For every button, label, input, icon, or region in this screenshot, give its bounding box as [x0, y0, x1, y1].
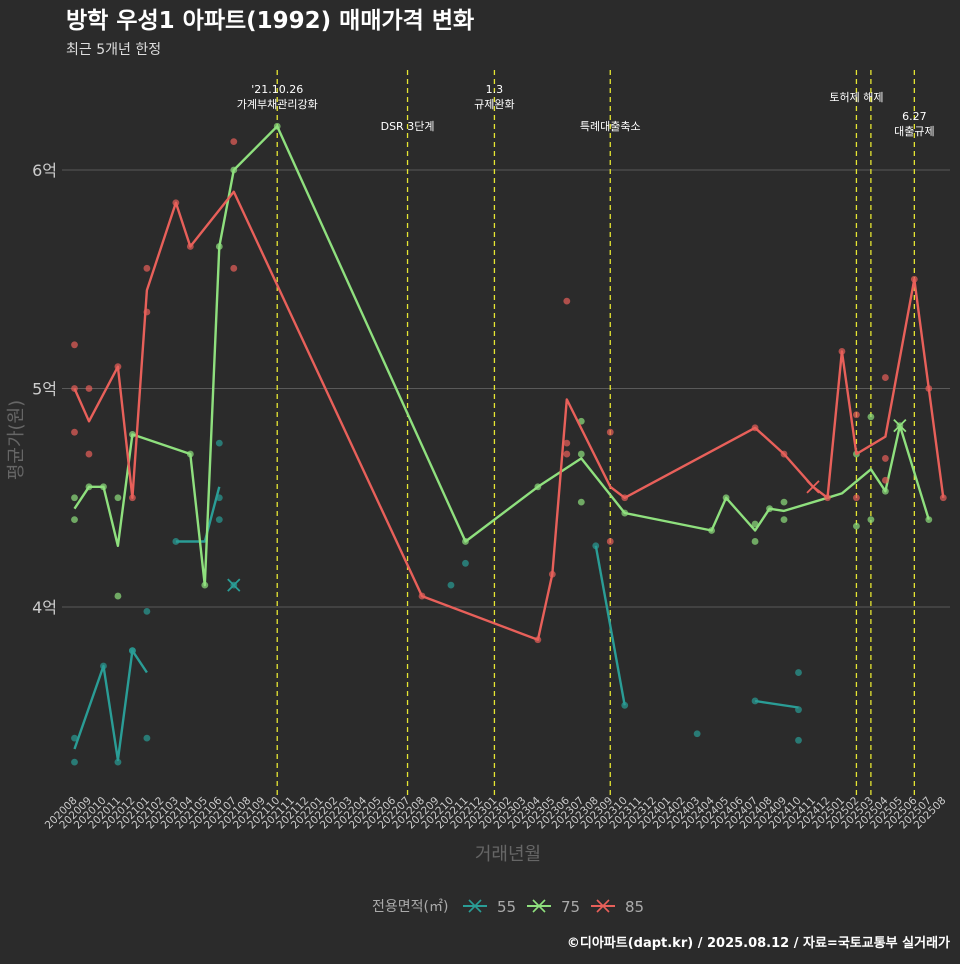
data-point — [563, 450, 571, 458]
data-point — [230, 138, 238, 145]
data-point — [230, 264, 238, 272]
x-axis-title: 거래년월 — [475, 844, 541, 865]
data-point — [143, 607, 151, 615]
data-point — [71, 516, 78, 523]
y-axis: 4억 5억 6억 — [32, 161, 57, 617]
cross-marker — [227, 578, 241, 592]
data-point — [71, 734, 78, 742]
data-point — [881, 374, 889, 381]
data-point — [114, 592, 122, 600]
chart-title: 방학 우성1 아파트(1992) 매매가격 변화 — [66, 8, 474, 34]
data-point — [621, 701, 629, 709]
data-point — [867, 516, 875, 523]
data-point — [143, 734, 151, 742]
event-label: 1.3 — [486, 83, 504, 96]
data-point — [577, 450, 585, 458]
series-line — [754, 699, 799, 709]
legend-label: 55 — [497, 898, 516, 916]
cross-marker — [893, 419, 907, 433]
data-point — [563, 439, 571, 447]
data-point — [606, 428, 614, 436]
y-tick-label: 6억 — [32, 161, 57, 180]
data-point — [114, 758, 122, 766]
y-tick-label: 4억 — [32, 598, 57, 617]
event-label: 대출규제 — [894, 125, 934, 138]
y-axis-title: 평균가(원) — [6, 400, 27, 480]
event-label: 6.27 — [902, 110, 927, 123]
chart-caption: ©디아파트(dapt.kr) / 2025.08.12 / 자료=국토교통부 실… — [567, 935, 950, 951]
data-point — [172, 538, 180, 545]
y-tick-label: 5억 — [32, 380, 57, 399]
data-point — [853, 411, 860, 419]
data-point — [215, 439, 223, 447]
series-line — [175, 486, 221, 543]
data-point — [606, 538, 614, 545]
series-line — [73, 190, 945, 641]
data-point — [751, 520, 759, 528]
data-point — [795, 736, 802, 744]
data-point — [751, 538, 759, 545]
legend-item-55: 55 — [463, 898, 516, 916]
legend-label: 85 — [625, 898, 644, 916]
series-85 — [71, 138, 947, 644]
data-point — [71, 341, 78, 349]
data-point — [447, 581, 455, 589]
event-label: 규제완화 — [474, 98, 514, 111]
series-group — [71, 122, 947, 766]
data-point — [563, 297, 571, 305]
data-point — [71, 758, 78, 766]
data-point — [85, 385, 93, 392]
series-line — [73, 125, 930, 587]
gridlines — [62, 169, 950, 608]
data-point — [853, 522, 860, 530]
legend-cross-icon — [532, 899, 546, 913]
legend-cross-icon — [468, 899, 482, 913]
series-line — [73, 649, 148, 762]
data-point — [693, 730, 701, 738]
data-point — [780, 498, 788, 506]
legend-item-85: 85 — [591, 898, 644, 916]
data-point — [71, 428, 78, 436]
data-point — [867, 413, 875, 421]
data-point — [71, 494, 78, 502]
event-label: 가계부채관리강화 — [237, 98, 318, 111]
series-55 — [71, 439, 802, 766]
legend-item-75: 75 — [527, 898, 580, 916]
data-point — [577, 498, 585, 506]
event-label: 특례대출축소 — [580, 120, 641, 133]
data-point — [85, 450, 93, 458]
event-label: DSR 3단계 — [381, 120, 435, 133]
event-label: '21.10.26 — [251, 83, 303, 96]
chart-subtitle: 최근 5개년 한정 — [66, 42, 161, 58]
legend-title: 전용면적(㎡) — [372, 899, 448, 915]
data-point — [462, 559, 469, 567]
data-point — [881, 455, 889, 462]
series-line — [594, 545, 626, 706]
legend-label: 75 — [561, 898, 580, 916]
data-point — [780, 516, 788, 523]
event-label: 토허제 해제 — [829, 90, 883, 104]
legend-cross-icon — [596, 899, 610, 913]
cross-marker — [806, 480, 820, 494]
data-point — [853, 494, 860, 502]
data-point — [751, 697, 759, 705]
data-point — [881, 476, 889, 484]
data-point — [114, 494, 122, 502]
data-point — [215, 516, 223, 523]
legend: 전용면적(㎡) 55 75 85 — [372, 898, 644, 916]
series-75 — [71, 122, 933, 600]
data-point — [795, 669, 802, 676]
data-point — [143, 264, 151, 272]
